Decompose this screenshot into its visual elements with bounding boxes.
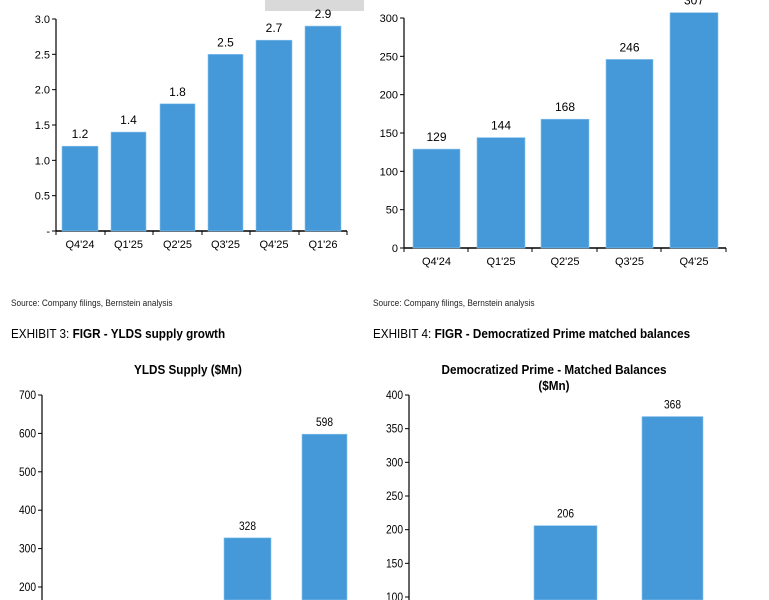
chart-4-y-tick-label: 150 [386, 558, 403, 571]
chart-4-y-tick-label: 300 [386, 457, 403, 470]
chart-3-y-tick-label: 600 [19, 428, 36, 441]
exhibit-3-title: FIGR - YLDS supply growth [72, 326, 226, 341]
chart-2-y-tick-label: 100 [380, 166, 398, 178]
chart-2-bar [605, 59, 654, 249]
chart-3-y-tick-label: 500 [19, 466, 36, 479]
exhibit-3-prefix: EXHIBIT 3: [11, 326, 73, 341]
chart-4-title: Democratized Prime - Matched Balances ($… [419, 362, 689, 394]
chart-4-y-tick-label: 400 [386, 389, 403, 402]
chart-1-data-label: 2.7 [266, 21, 283, 35]
chart-1-bar [61, 145, 99, 232]
exhibit-4-prefix: EXHIBIT 4: [373, 326, 435, 341]
chart-3-bar [301, 433, 348, 600]
exhibit-4-heading: EXHIBIT 4: FIGR - Democratized Prime mat… [373, 326, 690, 341]
chart-1-bar [255, 39, 293, 232]
chart-3-data-label: 328 [239, 520, 256, 533]
chart-2-x-tick-label: Q2'25 [550, 256, 579, 268]
chart-2-y-tick-label: 250 [380, 51, 398, 63]
chart-2-y-tick-label: 200 [380, 90, 398, 102]
chart-2-data-label: 144 [491, 119, 511, 133]
chart-1-bar [207, 54, 244, 232]
exhibit-3-heading: EXHIBIT 3: FIGR - YLDS supply growth [11, 326, 225, 341]
chart-2-bar [412, 148, 461, 249]
chart-1-bar [110, 131, 147, 232]
chart-3-data-label: 598 [316, 416, 333, 429]
chart-1-x-tick-label: Q2'25 [163, 239, 192, 251]
chart-2-x-tick-label: Q1'25 [486, 256, 515, 268]
chart-4-y-tick-label: 100 [386, 591, 403, 600]
chart-1-data-label: 2.5 [217, 35, 234, 49]
chart-2-data-label: 168 [555, 100, 575, 114]
chart-1-bar [159, 103, 196, 232]
chart-1-y-tick-label: 1.0 [35, 155, 50, 167]
chart-2-x-tick-label: Q3'25 [615, 256, 644, 268]
chart-2-x-tick-label: Q4'25 [679, 256, 708, 268]
chart-1-y-tick-label: 1.5 [35, 120, 50, 132]
chart-2-y-tick-label: 0 [392, 243, 398, 255]
chart-1-y-tick-label: 2.5 [35, 49, 50, 61]
clipped-annotation-box [265, 0, 364, 11]
chart-3-y-tick-label: 200 [19, 581, 36, 594]
chart-1-x-tick-label: Q4'24 [65, 239, 94, 251]
chart-2-y-tick-label: 50 [386, 205, 398, 217]
chart-2-x-tick-label: Q4'24 [422, 256, 451, 268]
chart-3-y-tick-label: 400 [19, 505, 36, 518]
chart-1-data-label: 2.9 [315, 7, 332, 21]
chart-1-data-label: 1.4 [120, 113, 137, 127]
chart-1-y-tick-label: - [46, 226, 50, 238]
chart-1-y-tick-label: 2.0 [35, 85, 50, 97]
chart-2-y-tick-label: 300 [380, 13, 398, 25]
chart-2-bar [476, 137, 526, 249]
source-note-left: Source: Company filings, Bernstein analy… [11, 298, 173, 308]
chart-3-title: YLDS Supply ($Mn) [134, 362, 242, 377]
chart-2-data-label: 307 [684, 0, 704, 8]
chart-4-y-tick-label: 250 [386, 490, 403, 503]
chart-1-data-label: 1.2 [72, 127, 89, 141]
chart-4-data-label: 368 [664, 399, 681, 412]
chart-4-title-line-1: Democratized Prime - Matched Balances [441, 362, 667, 377]
chart-4-y-tick-label: 350 [386, 423, 403, 436]
chart-1-x-tick-label: Q4'25 [259, 239, 288, 251]
exhibit-4-title: FIGR - Democratized Prime matched balanc… [434, 326, 691, 341]
chart-1-bar [304, 25, 342, 232]
chart-1-y-tick-label: 3.0 [35, 14, 50, 26]
chart-2-y-tick-label: 150 [380, 128, 398, 140]
chart-1-y-tick-label: 0.5 [35, 191, 50, 203]
chart-2-data-label: 246 [619, 40, 639, 54]
chart-2-bar [669, 12, 719, 249]
chart-3-bar [223, 537, 272, 600]
chart-1-x-tick-label: Q3'25 [211, 239, 240, 251]
chart-2-bar [540, 118, 590, 249]
chart-4-title-line-2: ($Mn) [538, 378, 570, 393]
chart-2-data-label: 129 [426, 130, 446, 144]
source-note-right: Source: Company filings, Bernstein analy… [373, 298, 535, 308]
chart-4-bar [641, 416, 704, 600]
chart-1-x-tick-label: Q1'25 [114, 239, 143, 251]
chart-3-y-tick-label: 700 [19, 389, 36, 402]
chart-4-bar [533, 525, 598, 600]
chart-1-data-label: 1.8 [169, 85, 186, 99]
chart-4-data-label: 206 [557, 508, 574, 521]
chart-1-x-tick-label: Q1'26 [308, 239, 337, 251]
chart-3-y-tick-label: 300 [19, 543, 36, 556]
chart-4-y-tick-label: 200 [386, 524, 403, 537]
